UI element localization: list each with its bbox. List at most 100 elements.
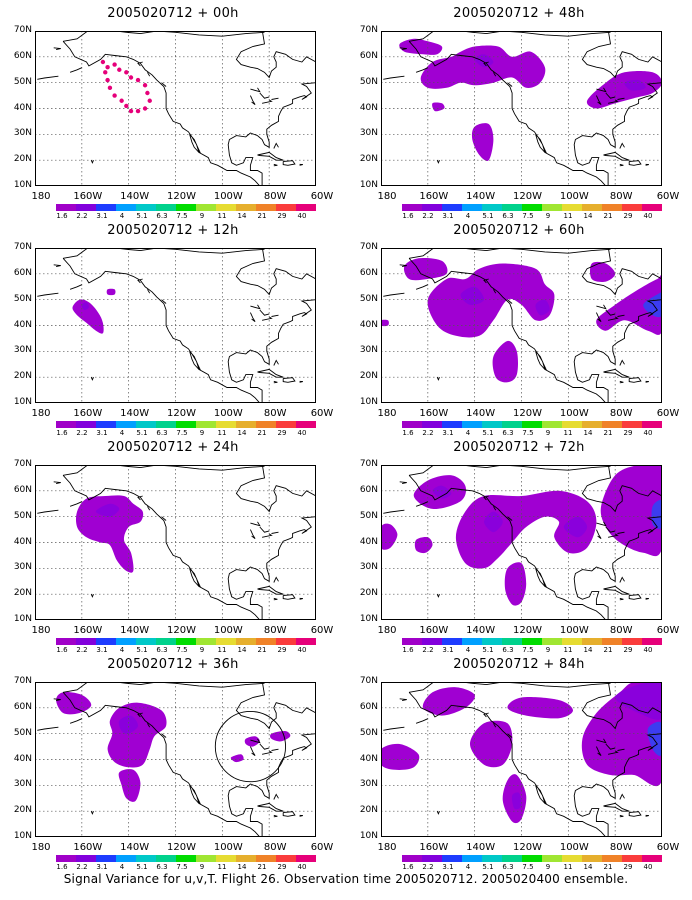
colorbar-swatch [176,421,196,428]
y-tick-label: 20N [13,371,32,382]
colorbar-swatch [56,204,76,211]
colorbar-swatch [442,855,462,862]
chart-panel: 2005020712 + 12h 10N 20N 30N 40N 50N 60N 70N 180… [0,217,346,437]
colorbar-swatch [622,638,642,645]
colorbar-label: 14 [583,646,593,654]
colorbar-label: 1.6 [56,429,68,437]
colorbar-label: 6.3 [502,646,514,654]
variance-region [427,263,555,338]
map-frame [381,682,662,837]
colorbar-label: 21 [603,863,613,871]
y-tick-label: 40N [359,536,378,547]
x-tick-label: 120W [513,625,542,636]
colorbar-swatch [582,855,602,862]
chart-panel: 2005020712 + 60h 10N 20N 30N 40N 50N 60N 70N 180… [346,217,692,437]
coastline [617,748,625,751]
target-point [117,67,122,72]
coastline [603,802,630,812]
target-point [107,85,113,91]
colorbar-swatch [156,204,176,211]
coastline [399,481,407,485]
colorbar-label: 1.6 [56,212,68,220]
colorbar-label: 40 [297,212,307,220]
colorbar-swatch [522,638,542,645]
x-tick-label: 140W [466,191,496,202]
map-plot [35,682,316,837]
y-tick-label: 10N [13,831,32,841]
colorbar-label: 40 [297,863,307,871]
colorbar-swatch [176,638,196,645]
colorbar-swatch [76,638,96,645]
coastline [250,738,261,744]
coastline [408,691,607,837]
colorbar-swatch [602,638,622,645]
coastline [483,495,489,501]
colorbar-label: 4 [119,863,125,871]
coastline [250,521,261,527]
colorbar-label: 4 [119,212,125,220]
colorbar-label: 9 [545,429,551,437]
colorbar-label: 11 [563,863,573,871]
colorbar-label: 5.1 [482,212,494,220]
y-tick-label: 70N [359,459,378,469]
coastline [581,31,662,79]
chart-panel: 2005020712 + 00h 10N 20N 30N 40N 50N 60N 70N 180… [0,0,346,220]
map-plot [381,465,662,620]
colorbar-label: 1.6 [402,429,414,437]
x-tick-label: 180 [31,408,51,419]
y-tick-label: 20N [359,154,378,165]
coastline [605,743,616,750]
x-tick-label: 80W [263,625,287,636]
colorbar-swatch [402,421,422,428]
colorbar-swatch [542,638,562,645]
colorbar-swatch [256,204,276,211]
coastline [603,151,630,161]
coastline [257,585,284,595]
variance-region [72,299,104,334]
target-point [105,64,110,70]
y-tick-label: 40N [13,102,32,113]
x-tick-label: 120W [167,408,196,419]
colorbar-swatch [602,855,622,862]
colorbar-swatch [296,421,316,428]
coastline [63,682,265,693]
chart-title: 2005020712 + 24h [107,440,239,455]
colorbar-label: 14 [237,646,247,654]
coastline [249,529,256,539]
y-tick-label: 10N [359,180,378,190]
coastline [399,264,407,268]
variance-region [118,769,141,802]
colorbar-swatch [422,421,442,428]
map-frame [381,31,662,186]
y-tick-label: 40N [359,102,378,113]
y-tick-label: 60N [359,701,378,712]
colorbar-swatch [442,204,462,211]
coastline [409,31,611,42]
coastline [493,289,497,294]
colorbar-swatch [56,421,76,428]
colorbar-label: 7.5 [176,646,188,654]
y-tick-label: 40N [359,319,378,330]
coastline [399,698,407,702]
colorbar-swatch [482,638,502,645]
coastline [595,746,602,756]
coastline [628,594,642,600]
colorbar-swatch [116,855,136,862]
colorbar-label: 2.2 [422,646,434,654]
colorbar-swatch [216,855,236,862]
target-point [142,83,148,88]
coastline [271,314,279,317]
coastline [299,380,303,383]
colorbar-label: 9 [199,212,205,220]
colorbar-label: 14 [583,429,593,437]
coastline [227,297,316,403]
x-tick-label: 60W [656,842,680,853]
coastline [383,509,405,514]
y-tick-label: 20N [359,588,378,599]
colorbar-swatch [642,204,662,211]
x-tick-label: 180 [31,625,51,636]
colorbar-swatch [276,638,296,645]
coastline [62,474,261,620]
coastline [619,163,624,167]
colorbar [402,204,662,211]
